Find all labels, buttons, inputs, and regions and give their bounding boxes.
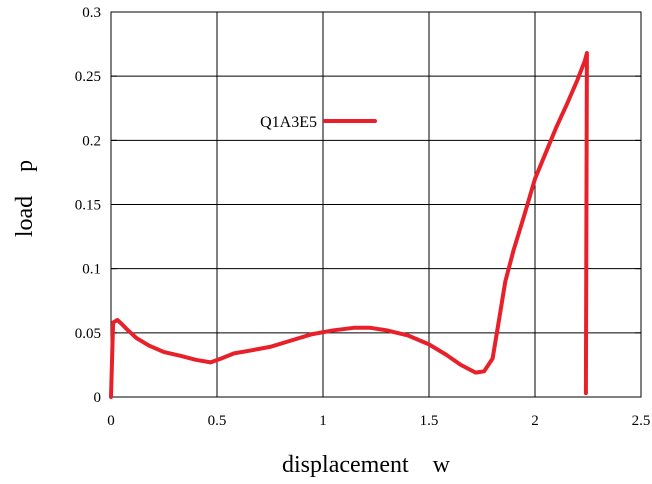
x-tick-label: 1 [319, 413, 327, 429]
legend: Q1A3E5 [260, 114, 377, 131]
y-axis-title: load p [12, 160, 38, 237]
series-group [109, 51, 589, 399]
y-tick-label: 0.1 [82, 262, 101, 278]
legend-label: Q1A3E5 [260, 114, 317, 131]
x-tick-label: 2.5 [632, 413, 651, 429]
series-line [109, 51, 589, 399]
y-tick-label: 0.2 [82, 133, 101, 149]
y-tick-label: 0.3 [82, 5, 101, 21]
y-tick-label: 0.25 [75, 69, 101, 85]
y-tick-label: 0 [94, 390, 102, 406]
x-tick-labels: 0 0.5 1 1.5 2 2.5 [107, 413, 650, 429]
x-tick-label: 1.5 [420, 413, 439, 429]
x-tick-label: 0.5 [208, 413, 227, 429]
grid [110, 11, 642, 398]
x-tick-label: 0 [107, 413, 115, 429]
y-tick-labels: 0 0.05 0.1 0.15 0.2 0.25 0.3 [75, 5, 101, 406]
y-tick-label: 0.15 [75, 198, 101, 214]
x-axis-title: displacement w [282, 452, 451, 478]
y-tick-label: 0.05 [75, 326, 101, 342]
x-tick-label: 2 [531, 413, 539, 429]
